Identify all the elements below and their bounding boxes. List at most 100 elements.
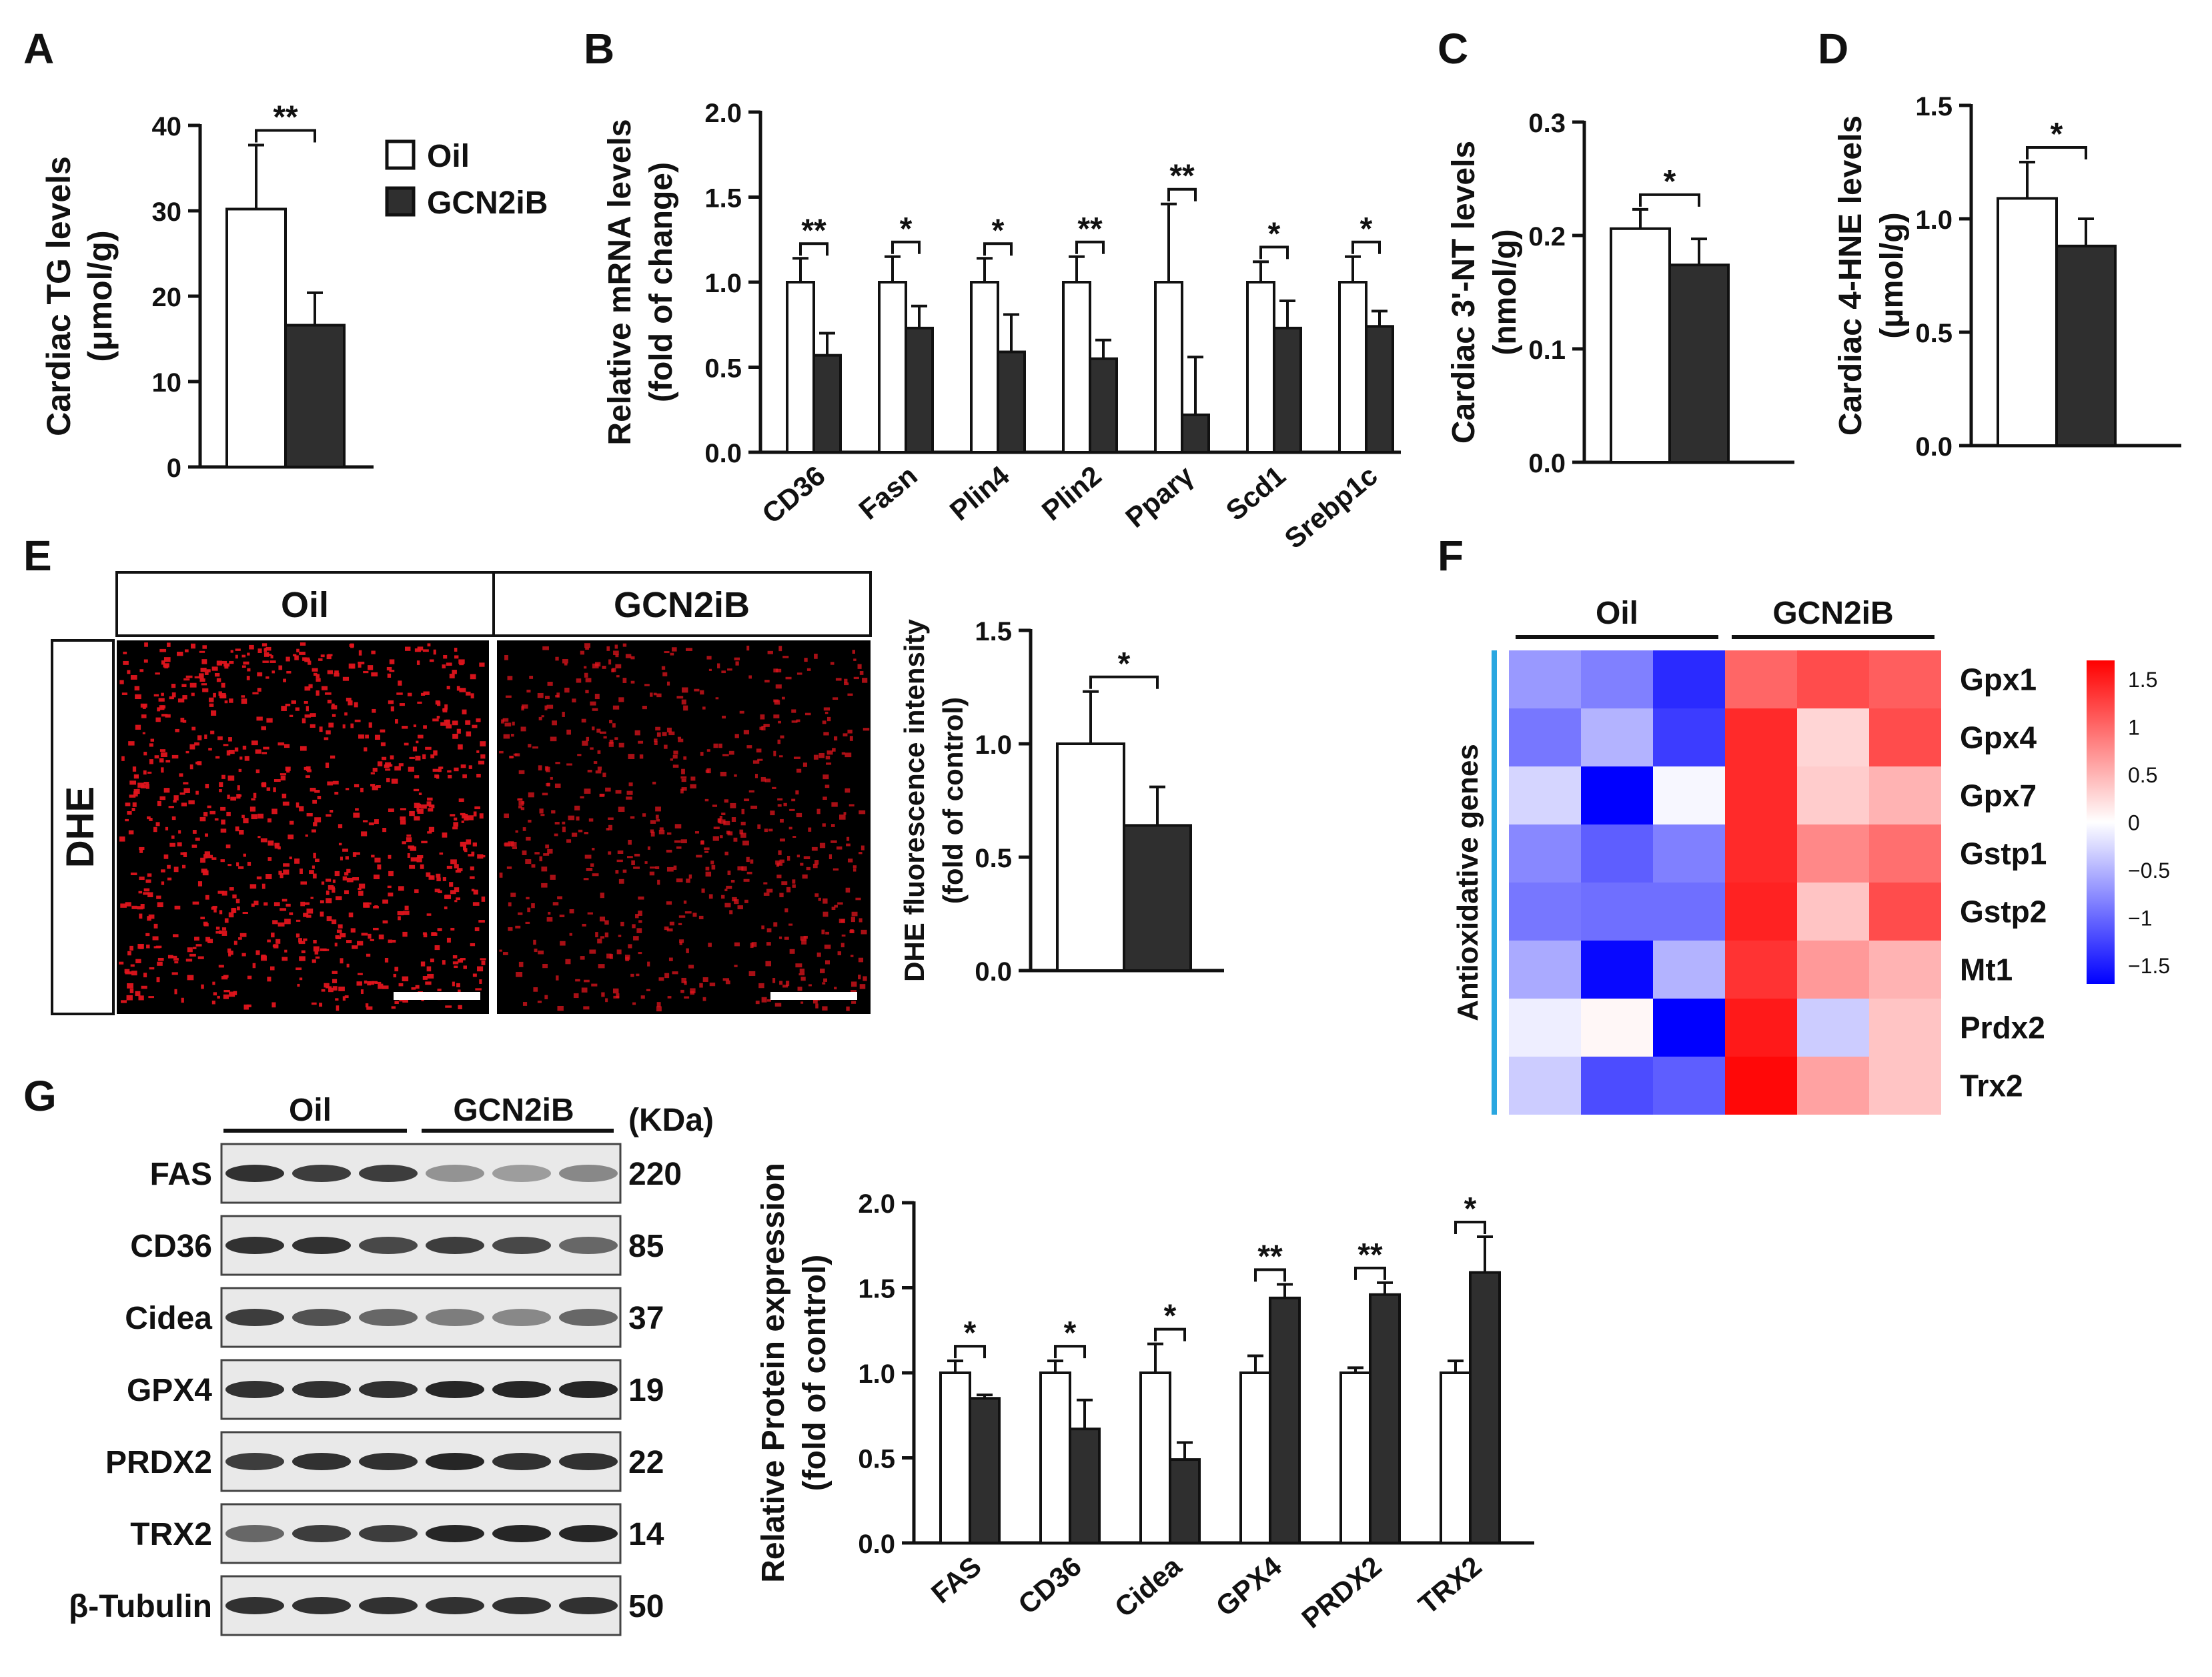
dhe-dot bbox=[528, 744, 532, 748]
dhe-dot bbox=[137, 906, 143, 910]
dhe-dot bbox=[159, 749, 166, 752]
dhe-dot bbox=[847, 859, 853, 863]
dhe-dot bbox=[479, 662, 485, 667]
dhe-dot bbox=[638, 911, 642, 916]
dhe-dot bbox=[751, 942, 757, 947]
dhe-dot bbox=[297, 983, 300, 987]
dhe-dot bbox=[171, 816, 176, 820]
dhe-dot bbox=[541, 883, 548, 888]
dhe-dot bbox=[313, 939, 317, 944]
dhe-dot bbox=[145, 784, 149, 789]
dhe-dot bbox=[131, 808, 135, 812]
dhe-dot bbox=[212, 905, 217, 909]
significance-mark: ** bbox=[801, 213, 826, 248]
dhe-dot bbox=[416, 660, 420, 665]
heatmap-cell bbox=[1797, 766, 1869, 824]
dhe-dot bbox=[822, 911, 828, 917]
dhe-dot bbox=[853, 676, 859, 680]
dhe-dot bbox=[263, 746, 269, 750]
dhe-dot bbox=[407, 692, 412, 696]
heatmap-cell bbox=[1869, 1057, 1941, 1115]
dhe-dot bbox=[534, 852, 540, 855]
dhe-dot bbox=[362, 820, 368, 822]
dhe-dot bbox=[612, 723, 616, 728]
dhe-dot bbox=[429, 659, 434, 662]
dhe-dot bbox=[804, 658, 808, 662]
dhe-dot bbox=[348, 700, 353, 706]
dhe-dot bbox=[636, 973, 640, 977]
y-axis-label: Cardiac TG levels bbox=[40, 156, 77, 436]
blot-band bbox=[426, 1453, 484, 1470]
dhe-dot bbox=[302, 718, 306, 724]
dhe-dot bbox=[477, 854, 484, 859]
blot-kda-label: 85 bbox=[628, 1229, 664, 1264]
dhe-dot bbox=[338, 987, 345, 991]
y-tick-label: 1.0 bbox=[858, 1359, 895, 1389]
dhe-dot bbox=[822, 774, 829, 780]
dhe-dot bbox=[835, 678, 842, 681]
group-label-oil: Oil bbox=[1596, 596, 1638, 631]
dhe-dot bbox=[177, 651, 183, 656]
dhe-dot bbox=[449, 882, 454, 887]
dhe-dot bbox=[321, 881, 325, 885]
dhe-dot bbox=[191, 845, 197, 848]
dhe-dot bbox=[305, 834, 308, 837]
dhe-dot bbox=[387, 673, 392, 678]
dhe-dot bbox=[163, 663, 169, 668]
dhe-dot bbox=[191, 643, 195, 649]
dhe-dot bbox=[363, 670, 369, 674]
blot-strip bbox=[220, 1575, 622, 1636]
panel-letter-f: F bbox=[1438, 532, 1464, 580]
dhe-dot bbox=[286, 670, 292, 674]
dhe-dot bbox=[288, 834, 294, 840]
dhe-dot bbox=[620, 921, 624, 927]
dhe-dot bbox=[614, 644, 618, 649]
dhe-dot bbox=[462, 709, 467, 714]
dhe-dot bbox=[427, 643, 431, 647]
dhe-dot bbox=[171, 684, 176, 688]
dhe-dot bbox=[326, 879, 332, 882]
dhe-dot bbox=[609, 720, 613, 724]
dhe-dot bbox=[203, 812, 208, 816]
dhe-dot bbox=[149, 759, 153, 764]
heatmap-cell bbox=[1797, 883, 1869, 941]
dhe-dot bbox=[282, 899, 288, 902]
dhe-dot bbox=[285, 766, 291, 771]
dhe-dot bbox=[221, 819, 225, 825]
dhe-dot bbox=[427, 797, 433, 801]
dhe-dot bbox=[672, 754, 678, 759]
dhe-dot bbox=[706, 749, 710, 752]
dhe-dot bbox=[319, 726, 323, 732]
dhe-dot bbox=[251, 814, 257, 820]
dhe-dot bbox=[669, 921, 674, 926]
y-tick-label: 0.3 bbox=[1528, 109, 1566, 138]
dhe-dot bbox=[446, 724, 452, 729]
dhe-dot bbox=[681, 687, 688, 693]
dhe-dot bbox=[777, 863, 783, 866]
dhe-dot bbox=[437, 989, 442, 991]
dhe-dot bbox=[374, 905, 378, 908]
dhe-dot bbox=[352, 877, 360, 881]
dhe-dot bbox=[247, 861, 251, 866]
dhe-dot bbox=[434, 889, 440, 893]
dhe-dot bbox=[344, 712, 348, 716]
dhe-dot bbox=[137, 788, 140, 794]
dhe-dot bbox=[701, 888, 705, 893]
dhe-dot bbox=[638, 740, 644, 744]
dhe-dot bbox=[799, 969, 805, 974]
dhe-dot bbox=[224, 918, 229, 923]
dhe-dot bbox=[173, 800, 177, 803]
dhe-dot bbox=[592, 663, 599, 669]
dhe-dot bbox=[690, 776, 696, 781]
y-tick-label: 0.0 bbox=[704, 439, 742, 468]
dhe-dot bbox=[428, 875, 435, 880]
category-label: Scd1 bbox=[1220, 460, 1291, 527]
dhe-dot bbox=[437, 928, 442, 931]
dhe-dot bbox=[611, 668, 614, 672]
dhe-dot bbox=[408, 766, 414, 772]
dhe-dot bbox=[626, 790, 633, 795]
blot-band bbox=[359, 1309, 418, 1326]
dhe-dot bbox=[458, 989, 461, 994]
panel-letter-d: D bbox=[1818, 25, 1848, 73]
dhe-dot bbox=[300, 869, 303, 875]
